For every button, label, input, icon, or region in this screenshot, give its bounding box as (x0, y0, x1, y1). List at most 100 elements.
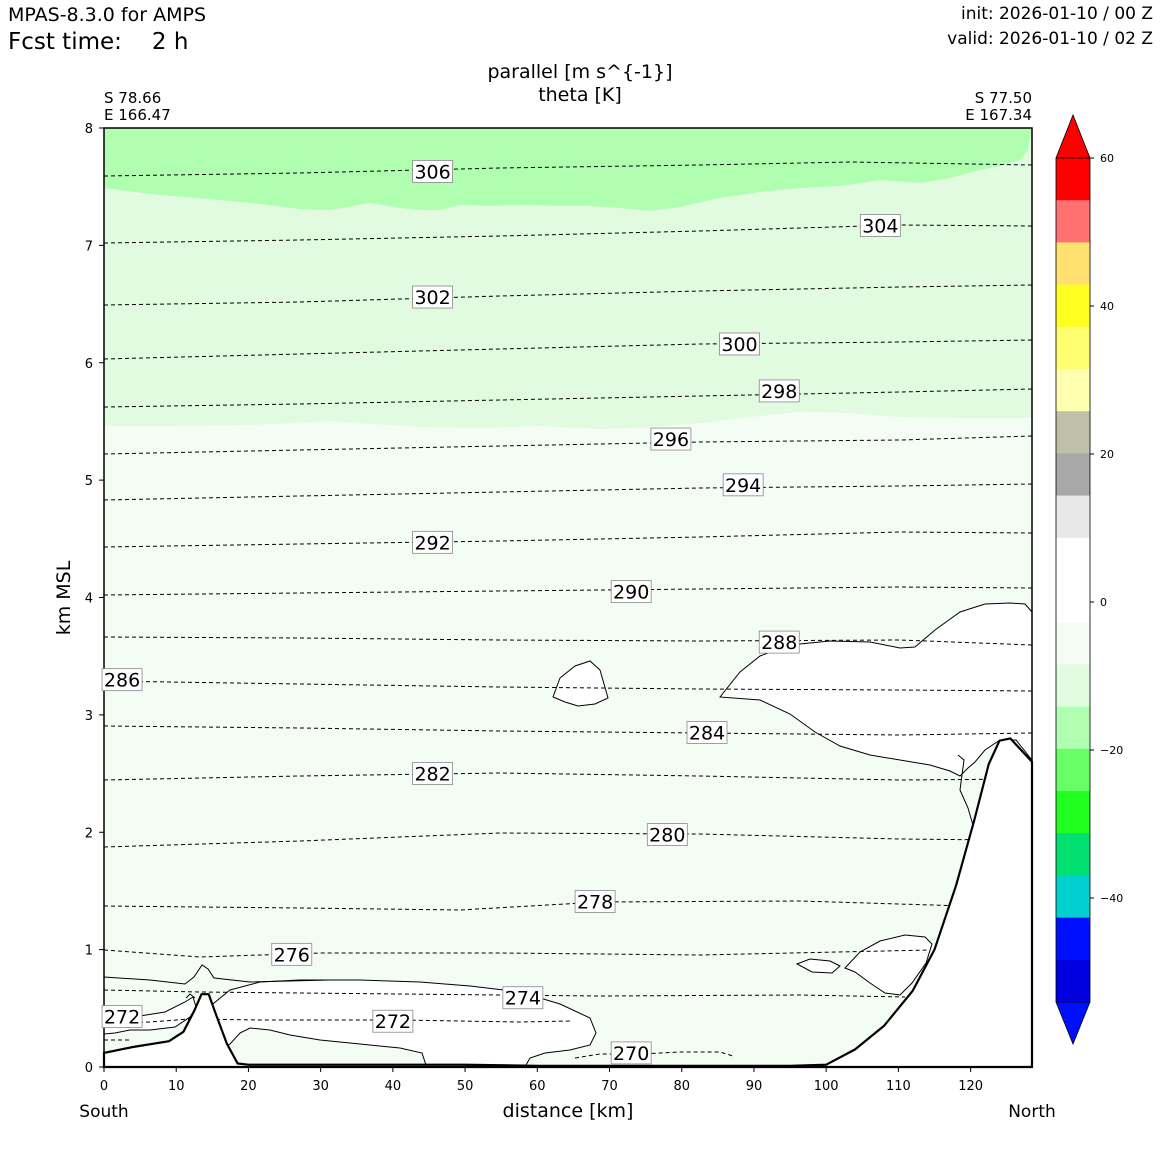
x-tick-label-4: 40 (385, 1079, 402, 1094)
theta-label-294: 294 (722, 473, 764, 497)
x-tick-label-0: 0 (100, 1079, 108, 1094)
colorbar-segment-3 (1056, 284, 1090, 328)
colorbar-segment-18 (1056, 917, 1090, 961)
y-tick-label-1: 1 (85, 944, 93, 959)
colorbar-segment-2 (1056, 242, 1090, 286)
theta-302-line (103, 284, 1033, 306)
chart-title-line-1: parallel [m s^{-1}] (487, 61, 672, 83)
colorbar-segment-0 (1056, 158, 1090, 201)
x-tick-label-5: 50 (457, 1079, 474, 1094)
colorbar-segment-9 (1056, 537, 1090, 581)
colorbar-segment-16 (1056, 833, 1090, 876)
theta-label-text: 280 (649, 825, 685, 847)
forecast-time-value: 2 h (151, 29, 189, 55)
colorbar-segment-5 (1056, 369, 1090, 412)
y-axis-label: km MSL (53, 560, 75, 635)
colorbar-segment-19 (1056, 959, 1090, 1003)
colorbar-frame (1055, 157, 1091, 1003)
theta-284-line (103, 725, 1033, 736)
theta-label-box (650, 427, 692, 451)
colorbar-extend-top (1055, 113, 1091, 159)
theta-292-line (103, 531, 1033, 548)
theta-label-box (372, 1009, 414, 1033)
init-time: init: 2026-01-10 / 00 Z (960, 4, 1153, 24)
colorbar-segment-1 (1056, 200, 1090, 243)
x-tick-label-8: 80 (673, 1079, 690, 1094)
theta-label-274: 274 (502, 986, 544, 1010)
theta-label-282: 282 (412, 762, 453, 786)
theta-label-304: 304 (859, 214, 901, 237)
forecast-time: Fcst time: 2 h (8, 29, 188, 55)
theta-label-box (646, 823, 688, 846)
theta-286-line (103, 680, 1033, 692)
ridge-wind-contour (103, 964, 331, 985)
theta-label-box (610, 1041, 652, 1065)
y-tick-label-5: 5 (85, 474, 93, 489)
theta-280-line (103, 832, 1001, 848)
theta-278-line (103, 900, 966, 911)
theta-label-text: 298 (761, 381, 797, 403)
theta-304-line (103, 224, 1033, 244)
end-longitude: E 167.34 (965, 106, 1032, 124)
theta-label-288: 288 (758, 630, 800, 654)
theta-label-box (610, 580, 652, 604)
theta-300-line (103, 339, 1033, 360)
colorbar-segment-11 (1056, 622, 1090, 665)
start-location-name: South (79, 1102, 128, 1122)
theta-label-text: 272 (104, 1007, 140, 1029)
x-tick-label-10: 100 (814, 1079, 839, 1094)
end-latitude: S 77.50 (975, 89, 1032, 107)
end-location-name: North (1008, 1102, 1056, 1122)
theta-label-306: 306 (412, 160, 453, 183)
theta-276-line (103, 949, 931, 958)
colorbar-tick-label-2: 20 (1100, 448, 1114, 461)
theta-label-text: 274 (505, 988, 541, 1010)
y-axis: 0 1 2 3 4 5 6 7 8 (85, 122, 104, 1076)
theta-298-line (103, 388, 1033, 408)
theta-label-box (574, 890, 616, 913)
theta-label-box (412, 285, 453, 309)
theta-label-286: 286 (101, 668, 143, 692)
colorbar-tick-label-0: 60 (1100, 152, 1114, 165)
theta-label-box (101, 1005, 143, 1028)
colorbar-tick-label-5: −40 (1100, 892, 1123, 905)
theta-label-text: 278 (577, 892, 613, 914)
colorbar-segment-17 (1056, 875, 1090, 919)
colorbar-extend-bottom (1055, 1001, 1091, 1046)
colorbar-segment-8 (1056, 495, 1090, 539)
theta-label-text: 286 (104, 670, 140, 692)
theta-label-280: 280 (646, 823, 688, 847)
x-tick-label-12: 120 (958, 1079, 983, 1094)
y-tick-label-0: 0 (85, 1061, 93, 1076)
theta-contour-labels: 270 272 272 274 276 278 280 282 284 286 288 290 292 2… (101, 160, 901, 1065)
theta-label-272: 272 (372, 1009, 414, 1033)
theta-label-box (758, 379, 800, 403)
colorbar-tick-label-4: −20 (1100, 744, 1123, 757)
theta-label-box (412, 762, 453, 785)
theta-label-box (412, 160, 453, 183)
chart-title-line-2: theta [K] (538, 84, 622, 106)
theta-label-text: 284 (689, 722, 725, 744)
theta-label-278: 278 (574, 890, 616, 914)
start-longitude: E 166.47 (104, 106, 171, 124)
theta-294-line (103, 483, 1033, 501)
colorbar-segment-12 (1056, 664, 1090, 708)
x-tick-label-3: 30 (312, 1079, 329, 1094)
theta-306-line (103, 161, 1033, 177)
valid-time: valid: 2026-01-10 / 02 Z (947, 29, 1153, 49)
theta-label-284: 284 (686, 721, 728, 744)
theta-label-box (271, 942, 313, 966)
theta-label-text: 272 (375, 1011, 411, 1033)
theta-296-line (103, 435, 1033, 455)
theta-label-text: 296 (653, 429, 689, 451)
colorbar-segment-6 (1056, 411, 1090, 454)
theta-label-276: 276 (271, 942, 313, 966)
theta-label-text: 282 (414, 764, 450, 786)
theta-label-272: 272 (101, 1005, 143, 1029)
y-tick-label-6: 6 (85, 357, 93, 372)
theta-290-line (103, 586, 1033, 596)
colorbar-segment-7 (1056, 453, 1090, 497)
calm-region-small (552, 660, 609, 707)
y-tick-label-8: 8 (85, 122, 93, 137)
